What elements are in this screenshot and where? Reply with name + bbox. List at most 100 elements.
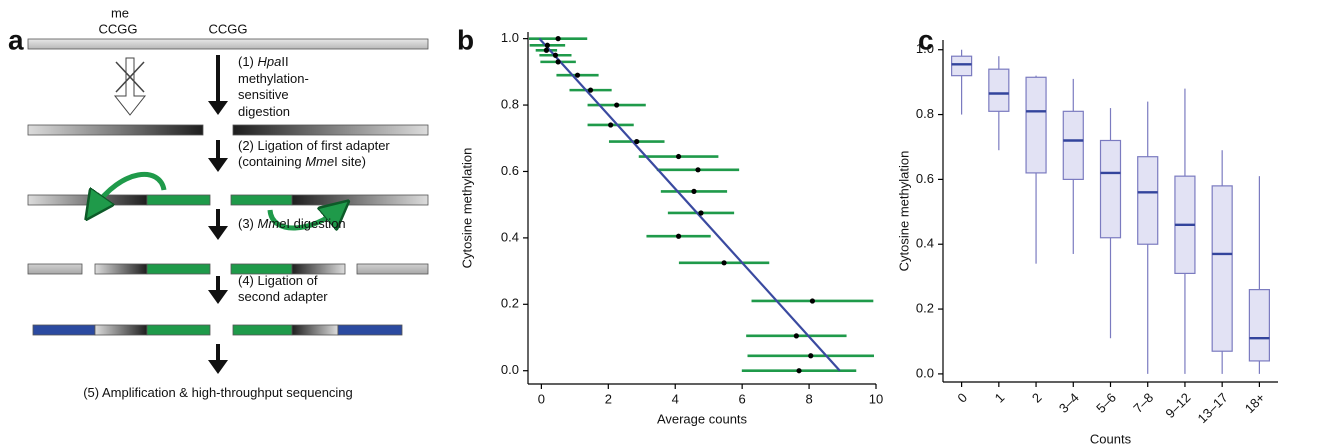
dna [291, 263, 346, 275]
point [552, 52, 559, 58]
step-text: II [281, 54, 288, 69]
y-tick-label: 0.8 [501, 96, 519, 111]
box [1025, 76, 1047, 174]
step-label: (5) Amplification & high-throughput sequ… [83, 385, 353, 400]
y-tick-label: 0.4 [916, 236, 934, 251]
step-arrowhead [208, 226, 228, 240]
box [988, 68, 1010, 112]
box [1248, 289, 1270, 362]
point [543, 47, 550, 53]
box [1099, 139, 1122, 239]
x-tick-label: 0 [538, 391, 545, 406]
y-tick-label: 0.0 [501, 362, 519, 377]
point [574, 72, 581, 78]
y-axis-label: Cytosine methylation [459, 148, 474, 269]
dna [291, 324, 339, 336]
step-arrowhead [208, 101, 228, 115]
box [1137, 156, 1159, 245]
x-axis-label: Average counts [657, 411, 748, 426]
point [634, 138, 640, 145]
box [1062, 110, 1084, 180]
step-label: (2) Ligation of first adapter [238, 138, 390, 153]
x-tick-label: 2 [1029, 390, 1045, 406]
step-text: (4) Ligation of [238, 273, 318, 288]
point [675, 153, 682, 160]
dna-bars [27, 38, 429, 336]
adapter [146, 194, 211, 206]
fit-line [538, 37, 841, 372]
point [555, 36, 561, 42]
cross [115, 61, 145, 93]
step-text: (containing [238, 154, 305, 169]
dna [356, 263, 429, 275]
adapter [146, 263, 211, 275]
methyl-label: me [111, 5, 129, 20]
x-tick-label: 1 [992, 390, 1008, 406]
x-tick-label: 13–17 [1195, 390, 1231, 426]
y-tick-label: 0.2 [501, 296, 519, 311]
y-axis-label: Cytosine methylation [896, 151, 911, 272]
step-label: (1) HpaII [238, 54, 289, 69]
step-label: (3) MmeI digestion [238, 216, 346, 231]
dna [27, 124, 204, 136]
step-arrowhead [208, 290, 228, 304]
step-text: second adapter [238, 289, 328, 304]
point [614, 102, 620, 108]
point [587, 87, 594, 93]
step-label: second adapter [238, 289, 328, 304]
dna [27, 194, 148, 206]
step-label: sensitive [238, 87, 289, 102]
site-label: CCGG [209, 21, 248, 36]
x-tick-label: 8 [805, 391, 812, 406]
curved-arrow [94, 172, 167, 208]
step-label: digestion [238, 104, 290, 119]
step-text: Mme [305, 154, 334, 169]
dna [94, 324, 148, 336]
point [555, 59, 561, 65]
step-text: (3) [238, 216, 258, 231]
step-text: Mme [258, 216, 287, 231]
site-label: CCGG [99, 21, 138, 36]
y-tick-label: 1.0 [916, 41, 934, 56]
x-tick-label: 6 [739, 391, 746, 406]
x-tick-label: 9–12 [1162, 390, 1193, 421]
dna [291, 194, 429, 206]
step-arrowhead [208, 360, 228, 374]
point [721, 260, 727, 266]
y-tick-label: 0.8 [916, 106, 934, 121]
x-tick-label: 3–4 [1056, 390, 1082, 416]
hollow-arrow [113, 57, 147, 116]
adapter [146, 324, 211, 336]
second-adapter [32, 324, 96, 336]
blocked-arrow [113, 57, 147, 116]
x-tick-label: 10 [869, 391, 883, 406]
step-text: (2) Ligation of first adapter [238, 138, 390, 153]
point [691, 188, 697, 194]
y-tick-label: 1.0 [501, 30, 519, 45]
point [695, 167, 701, 173]
y-tick-label: 0.6 [501, 163, 519, 178]
step-text: (1) [238, 54, 258, 69]
step-text: methylation- [238, 71, 309, 86]
x-axis-label: Counts [1090, 431, 1132, 446]
point [808, 353, 814, 359]
point [796, 368, 802, 374]
step-text: sensitive [238, 87, 289, 102]
step-label: (4) Ligation of [238, 273, 318, 288]
x-tick-label: 2 [605, 391, 612, 406]
x-tick-label: 18+ [1242, 390, 1268, 416]
curved-arrow [267, 210, 338, 228]
y-tick-label: 0.6 [916, 171, 934, 186]
point [608, 122, 614, 128]
dna [94, 263, 148, 275]
box [951, 55, 973, 77]
second-adapter [337, 324, 403, 336]
dna [232, 124, 429, 136]
step-text: digestion [238, 104, 290, 119]
x-tick-label: 4 [672, 391, 679, 406]
panel-label: c [918, 24, 934, 55]
box [1211, 185, 1233, 352]
y-tick-label: 0.2 [916, 300, 934, 315]
adapter [230, 194, 293, 206]
